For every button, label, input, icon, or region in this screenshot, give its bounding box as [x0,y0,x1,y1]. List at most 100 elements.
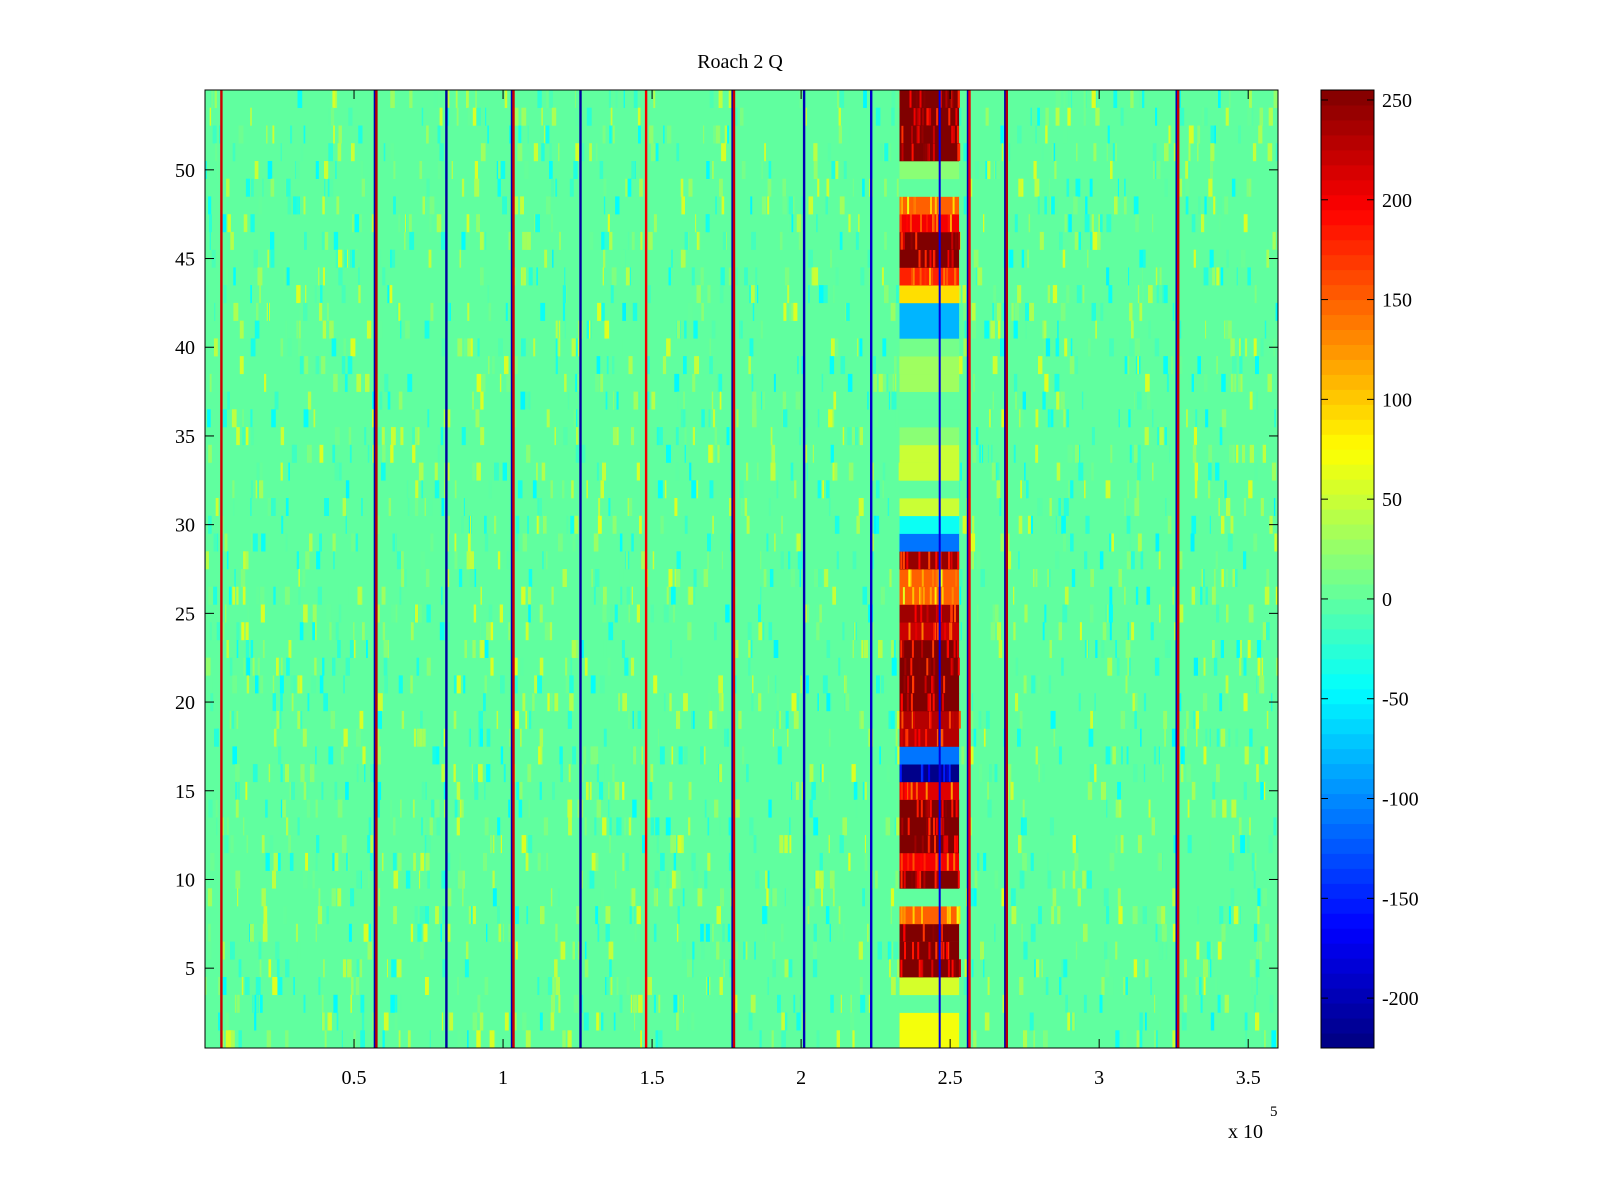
heatmap-noise-cell [1095,107,1100,126]
heatmap-burst-texture [947,214,950,232]
heatmap-noise-cell [234,994,237,1013]
heatmap-noise-cell [307,781,310,800]
heatmap-noise-cell [569,178,574,197]
heatmap-noise-cell [1057,320,1059,339]
heatmap-noise-cell [1105,604,1107,623]
heatmap-noise-cell [227,817,229,836]
heatmap-noise-cell [376,799,380,818]
heatmap-noise-cell [624,817,627,836]
heatmap-noise-cell [285,533,288,552]
heatmap-noise-cell [359,959,363,978]
heatmap-noise-cell [246,675,250,694]
heatmap-noise-cell [435,906,439,925]
heatmap-noise-cell [319,533,322,552]
colorbar-tick-label: 0 [1382,589,1392,611]
colorbar-band [1321,119,1374,136]
heatmap-noise-cell [813,817,819,836]
heatmap-noise-cell [235,870,241,889]
heatmap-noise-cell [793,710,799,729]
heatmap-noise-cell [349,444,352,463]
heatmap-noise-cell [728,90,733,108]
heatmap-noise-cell [960,462,962,481]
heatmap-noise-cell [734,586,738,605]
heatmap-noise-cell [894,817,897,836]
heatmap-noise-cell [526,231,531,250]
heatmap-noise-cell [1203,977,1206,995]
heatmap-noise-cell [1245,338,1248,357]
heatmap-noise-cell [599,161,604,179]
heatmap-noise-cell [562,480,565,499]
heatmap-noise-cell [286,178,291,197]
heatmap-noise-cell [672,604,676,623]
heatmap-noise-cell [872,551,874,570]
heatmap-noise-cell [441,728,444,747]
heatmap-noise-cell [888,391,890,410]
heatmap-burst-texture [904,781,906,800]
heatmap-burst-texture [957,231,960,250]
heatmap-noise-cell [814,569,819,587]
heatmap-noise-cell [396,302,399,321]
heatmap-noise-cell [208,923,211,942]
heatmap-noise-cell [752,302,755,321]
heatmap-noise-cell [1238,125,1241,144]
heatmap-noise-cell [819,852,823,871]
heatmap-noise-cell [453,710,457,729]
heatmap-noise-cell [764,923,767,942]
heatmap-burst-texture [920,764,923,782]
heatmap-burst-texture [900,870,903,889]
heatmap-noise-cell [992,391,994,410]
heatmap-noise-cell [758,622,763,641]
heatmap-noise-cell [839,231,843,250]
heatmap-noise-cell [628,356,633,375]
heatmap-noise-cell [854,622,856,641]
heatmap-noise-cell [839,90,845,108]
heatmap-noise-cell [250,533,252,552]
heatmap-burst-texture [922,586,925,605]
heatmap-noise-cell [526,906,529,925]
heatmap-noise-cell [1108,977,1114,995]
heatmap-noise-cell [768,622,773,641]
heatmap-noise-cell [809,888,815,907]
heatmap-noise-cell [1023,941,1028,960]
heatmap-noise-cell [700,267,704,286]
heatmap-noise-cell [875,870,878,889]
heatmap-noise-cell [462,888,464,907]
heatmap-noise-cell [722,923,725,942]
heatmap-noise-cell [332,90,336,108]
heatmap-noise-cell [1163,285,1168,304]
heatmap-noise-cell [719,90,723,108]
heatmap-noise-cell [293,977,295,995]
heatmap-noise-cell [569,693,574,712]
heatmap-burst-texture [901,143,904,161]
heatmap-noise-cell [750,640,753,658]
heatmap-burst-texture [932,569,934,587]
heatmap-noise-cell [631,231,635,250]
heatmap-noise-cell [1117,178,1119,197]
heatmap-noise-cell [748,657,751,676]
heatmap-noise-cell [980,941,984,960]
heatmap-noise-cell [892,569,894,587]
heatmap-noise-cell [390,799,392,818]
heatmap-noise-cell [605,923,610,942]
heatmap-noise-cell [1069,356,1075,375]
heatmap-noise-cell [969,746,974,765]
colorbar-band [1321,628,1374,645]
heatmap-noise-cell [709,356,713,375]
heatmap-noise-cell [1210,125,1215,144]
heatmap-noise-cell [273,586,276,605]
heatmap-noise-cell [420,852,425,871]
heatmap-burst-texture [910,781,913,800]
colorbar-band [1321,658,1374,675]
heatmap-burst-texture [926,817,928,836]
heatmap-noise-cell [216,533,219,552]
heatmap-noise-cell [583,746,587,765]
heatmap-noise-cell [1067,1012,1071,1031]
heatmap-noise-cell [834,515,840,534]
heatmap-noise-cell [1120,835,1124,854]
heatmap-burst-cell [899,391,960,410]
heatmap-noise-cell [593,746,599,765]
heatmap-noise-cell [1219,214,1221,233]
heatmap-noise-cell [614,604,618,623]
heatmap-burst-texture [953,959,956,977]
heatmap-noise-cell [1178,551,1183,570]
